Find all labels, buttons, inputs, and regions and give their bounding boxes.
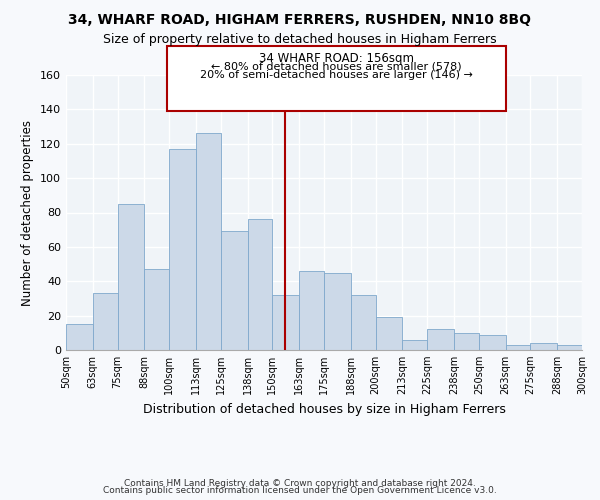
Text: Size of property relative to detached houses in Higham Ferrers: Size of property relative to detached ho…: [103, 32, 497, 46]
Bar: [248, 220, 272, 350]
Bar: [118, 204, 145, 350]
Text: Contains HM Land Registry data © Crown copyright and database right 2024.: Contains HM Land Registry data © Crown c…: [124, 478, 476, 488]
Bar: [324, 272, 351, 350]
Text: 20% of semi-detached houses are larger (146) →: 20% of semi-detached houses are larger (…: [200, 70, 473, 80]
Bar: [479, 334, 506, 350]
Bar: [93, 294, 118, 350]
Bar: [299, 271, 324, 350]
Text: ← 80% of detached houses are smaller (578): ← 80% of detached houses are smaller (57…: [211, 61, 461, 71]
Bar: [145, 269, 169, 350]
Y-axis label: Number of detached properties: Number of detached properties: [22, 120, 34, 306]
Text: 34, WHARF ROAD, HIGHAM FERRERS, RUSHDEN, NN10 8BQ: 34, WHARF ROAD, HIGHAM FERRERS, RUSHDEN,…: [68, 12, 532, 26]
Bar: [403, 340, 427, 350]
Bar: [557, 345, 582, 350]
Bar: [454, 333, 479, 350]
Bar: [272, 295, 299, 350]
Bar: [351, 295, 376, 350]
Bar: [169, 149, 196, 350]
Text: Contains public sector information licensed under the Open Government Licence v3: Contains public sector information licen…: [103, 486, 497, 495]
Bar: [196, 134, 221, 350]
Bar: [427, 330, 454, 350]
Bar: [582, 346, 600, 350]
X-axis label: Distribution of detached houses by size in Higham Ferrers: Distribution of detached houses by size …: [143, 402, 505, 415]
Bar: [506, 345, 530, 350]
FancyBboxPatch shape: [167, 46, 506, 111]
Text: 34 WHARF ROAD: 156sqm: 34 WHARF ROAD: 156sqm: [259, 52, 414, 66]
Bar: [376, 318, 403, 350]
Bar: [66, 324, 93, 350]
Bar: [530, 343, 557, 350]
Bar: [221, 232, 248, 350]
